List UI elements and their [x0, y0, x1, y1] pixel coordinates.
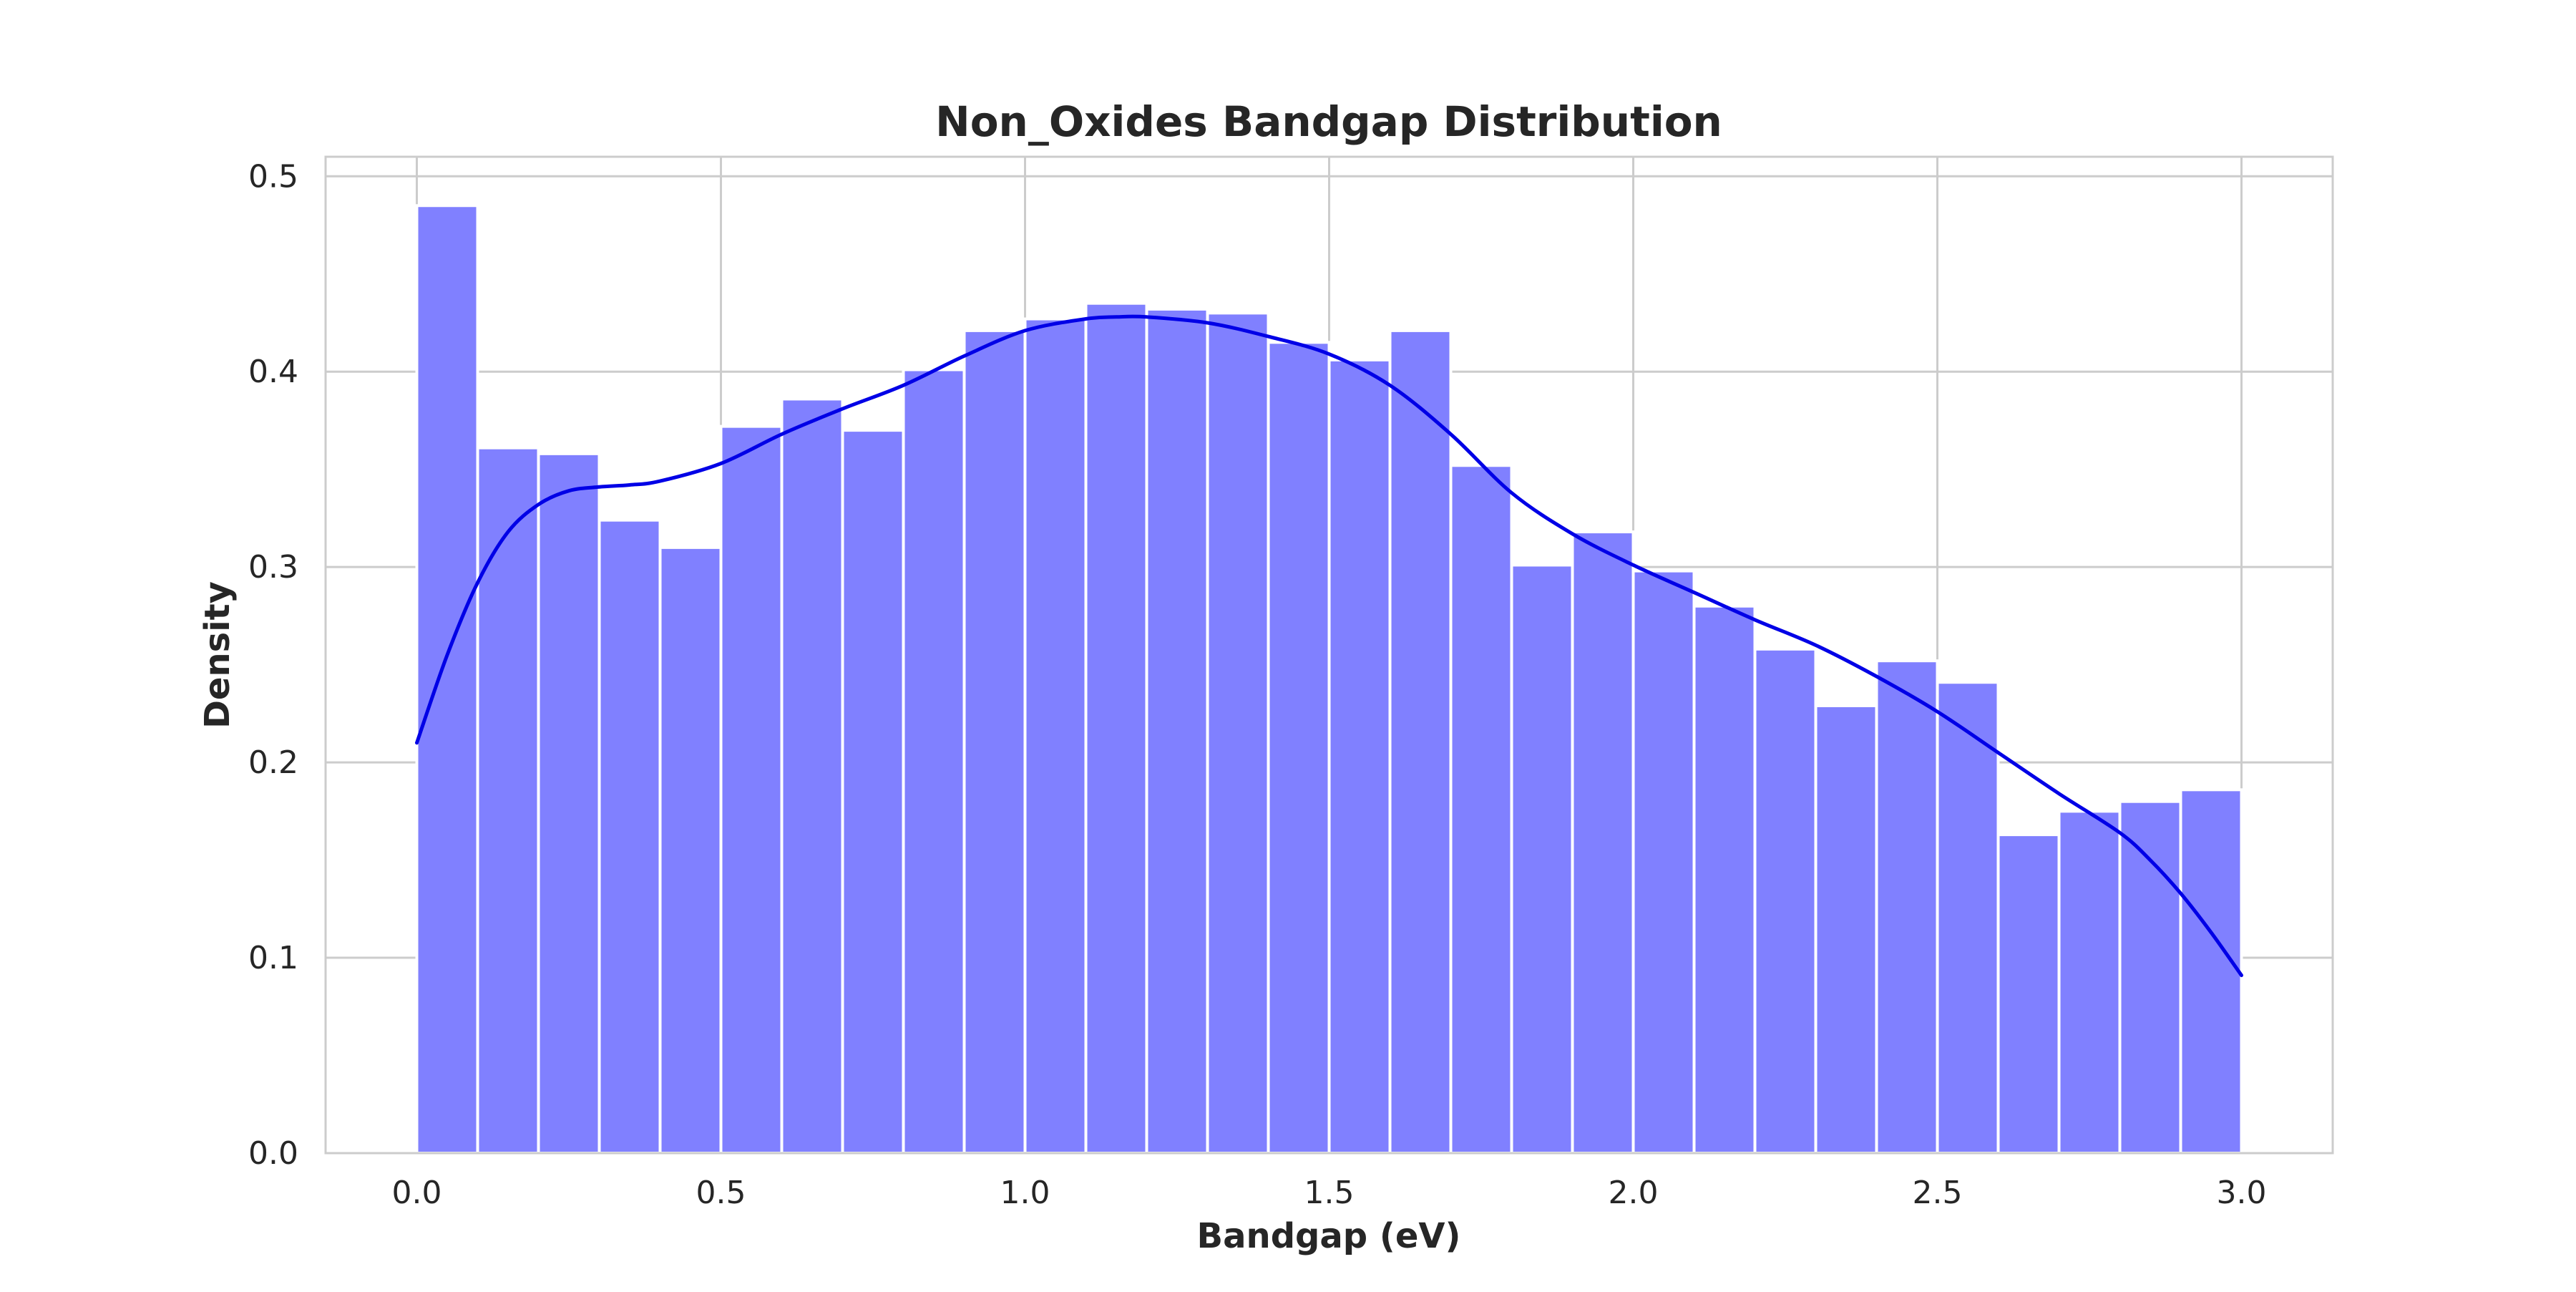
- histogram-bar: [2179, 788, 2243, 1155]
- histogram-bar: [1814, 704, 1878, 1155]
- x-tick-label: 0.0: [392, 1175, 442, 1211]
- histogram-bar: [1753, 647, 1818, 1155]
- histogram-bar: [1692, 604, 1757, 1155]
- histogram-bar: [1388, 329, 1453, 1155]
- histogram-bar: [537, 452, 601, 1155]
- histogram-bar: [415, 204, 479, 1155]
- x-tick-label: 1.0: [1000, 1175, 1050, 1211]
- y-tick-label: 0.3: [248, 549, 298, 586]
- histogram-bar: [1023, 317, 1088, 1155]
- histogram-bar: [1449, 464, 1513, 1155]
- histogram-bar: [2118, 800, 2182, 1155]
- y-tick-label: 0.4: [248, 354, 298, 390]
- histogram-bar: [1510, 563, 1574, 1155]
- chart-title: Non_Oxides Bandgap Distribution: [935, 97, 1722, 146]
- kde-curve: [415, 314, 2243, 978]
- x-tick-label: 3.0: [2217, 1175, 2267, 1211]
- x-axis-label: Bandgap (eV): [1197, 1216, 1461, 1256]
- x-tick-label: 0.5: [696, 1175, 746, 1211]
- x-tick-label: 1.5: [1304, 1175, 1355, 1211]
- histogram-bar: [1631, 569, 1696, 1155]
- histogram-bar: [476, 446, 540, 1155]
- kde-layer: [415, 314, 2243, 978]
- histogram-bar: [597, 518, 662, 1155]
- tick-label-layer: 0.0 0.1 0.2 0.3 0.4 0.5 0.0 0.5 1.0 1.5 2.0 2.5 3.0: [248, 158, 2266, 1211]
- histogram-bar: [1875, 659, 1939, 1155]
- plot-frame: [324, 155, 2334, 1155]
- y-tick-label: 0.0: [248, 1135, 298, 1172]
- histogram-bar: [841, 429, 905, 1155]
- histogram-bar: [658, 545, 723, 1155]
- histogram-bar: [1084, 301, 1148, 1155]
- x-tick-label: 2.5: [1913, 1175, 1963, 1211]
- y-tick-label: 0.5: [248, 158, 298, 195]
- y-tick-label: 0.2: [248, 744, 298, 781]
- histogram-bar: [1936, 681, 2000, 1155]
- histogram-bar: [2057, 810, 2122, 1155]
- y-tick-label: 0.1: [248, 940, 298, 976]
- histogram-bar: [1571, 530, 1635, 1155]
- histogram-bar: [1145, 307, 1209, 1155]
- y-axis-label: Density: [197, 581, 238, 729]
- histogram-bar: [1327, 358, 1392, 1155]
- histogram-bar: [719, 424, 784, 1155]
- histogram-bar: [1267, 341, 1331, 1155]
- histogram-bar: [902, 368, 966, 1155]
- histogram-bar: [1206, 311, 1270, 1155]
- histogram-bar: [1996, 833, 2061, 1155]
- x-tick-label: 2.0: [1609, 1175, 1659, 1211]
- histogram-bar: [780, 397, 844, 1155]
- bar-layer: [415, 204, 2243, 1155]
- histogram-bar: [962, 329, 1027, 1155]
